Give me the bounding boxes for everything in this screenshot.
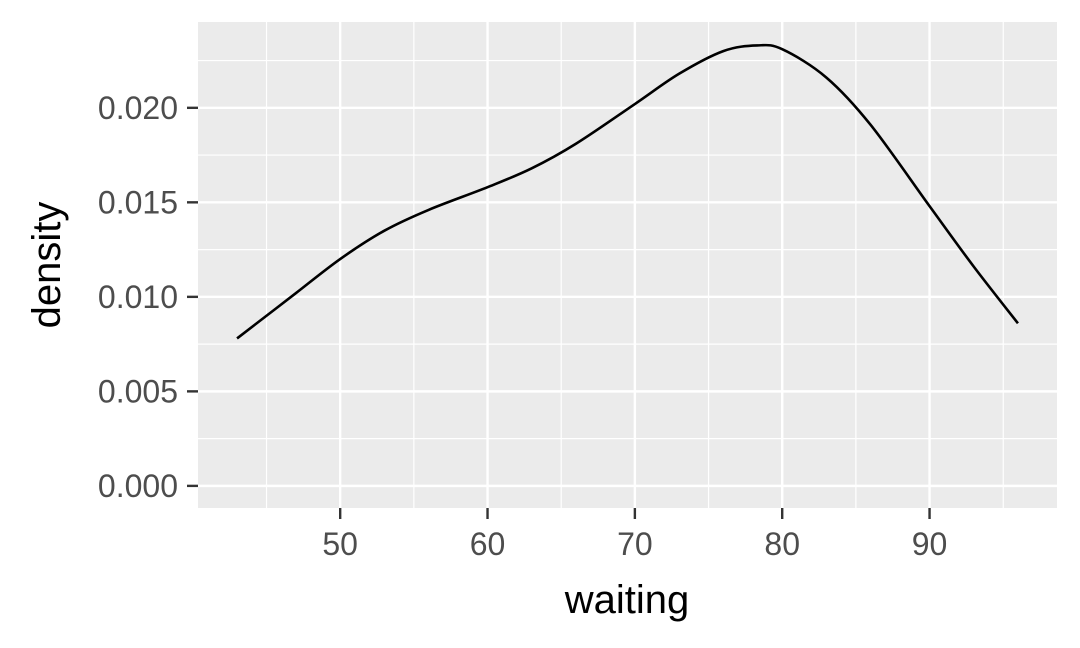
y-tick-label: 0.015 [98, 184, 178, 220]
x-tick-label: 60 [470, 526, 506, 562]
y-tick-label: 0.010 [98, 279, 178, 315]
y-axis-ticks: 0.000 0.005 0.010 0.015 0.020 [98, 90, 198, 504]
x-axis-ticks: 50 60 70 80 90 [322, 508, 947, 562]
x-tick-label: 70 [617, 526, 653, 562]
density-curve [236, 43, 1019, 340]
x-tick-label: 80 [764, 526, 800, 562]
y-tick-label: 0.020 [98, 90, 178, 126]
y-axis-title: density [25, 202, 69, 329]
y-tick-label: 0.000 [98, 468, 178, 504]
x-tick-label: 50 [322, 526, 358, 562]
panel-background [198, 22, 1057, 508]
y-tick-label: 0.005 [98, 373, 178, 409]
x-tick-label: 90 [912, 526, 948, 562]
x-axis-title: waiting [564, 578, 690, 622]
major-gridlines [198, 22, 1057, 508]
